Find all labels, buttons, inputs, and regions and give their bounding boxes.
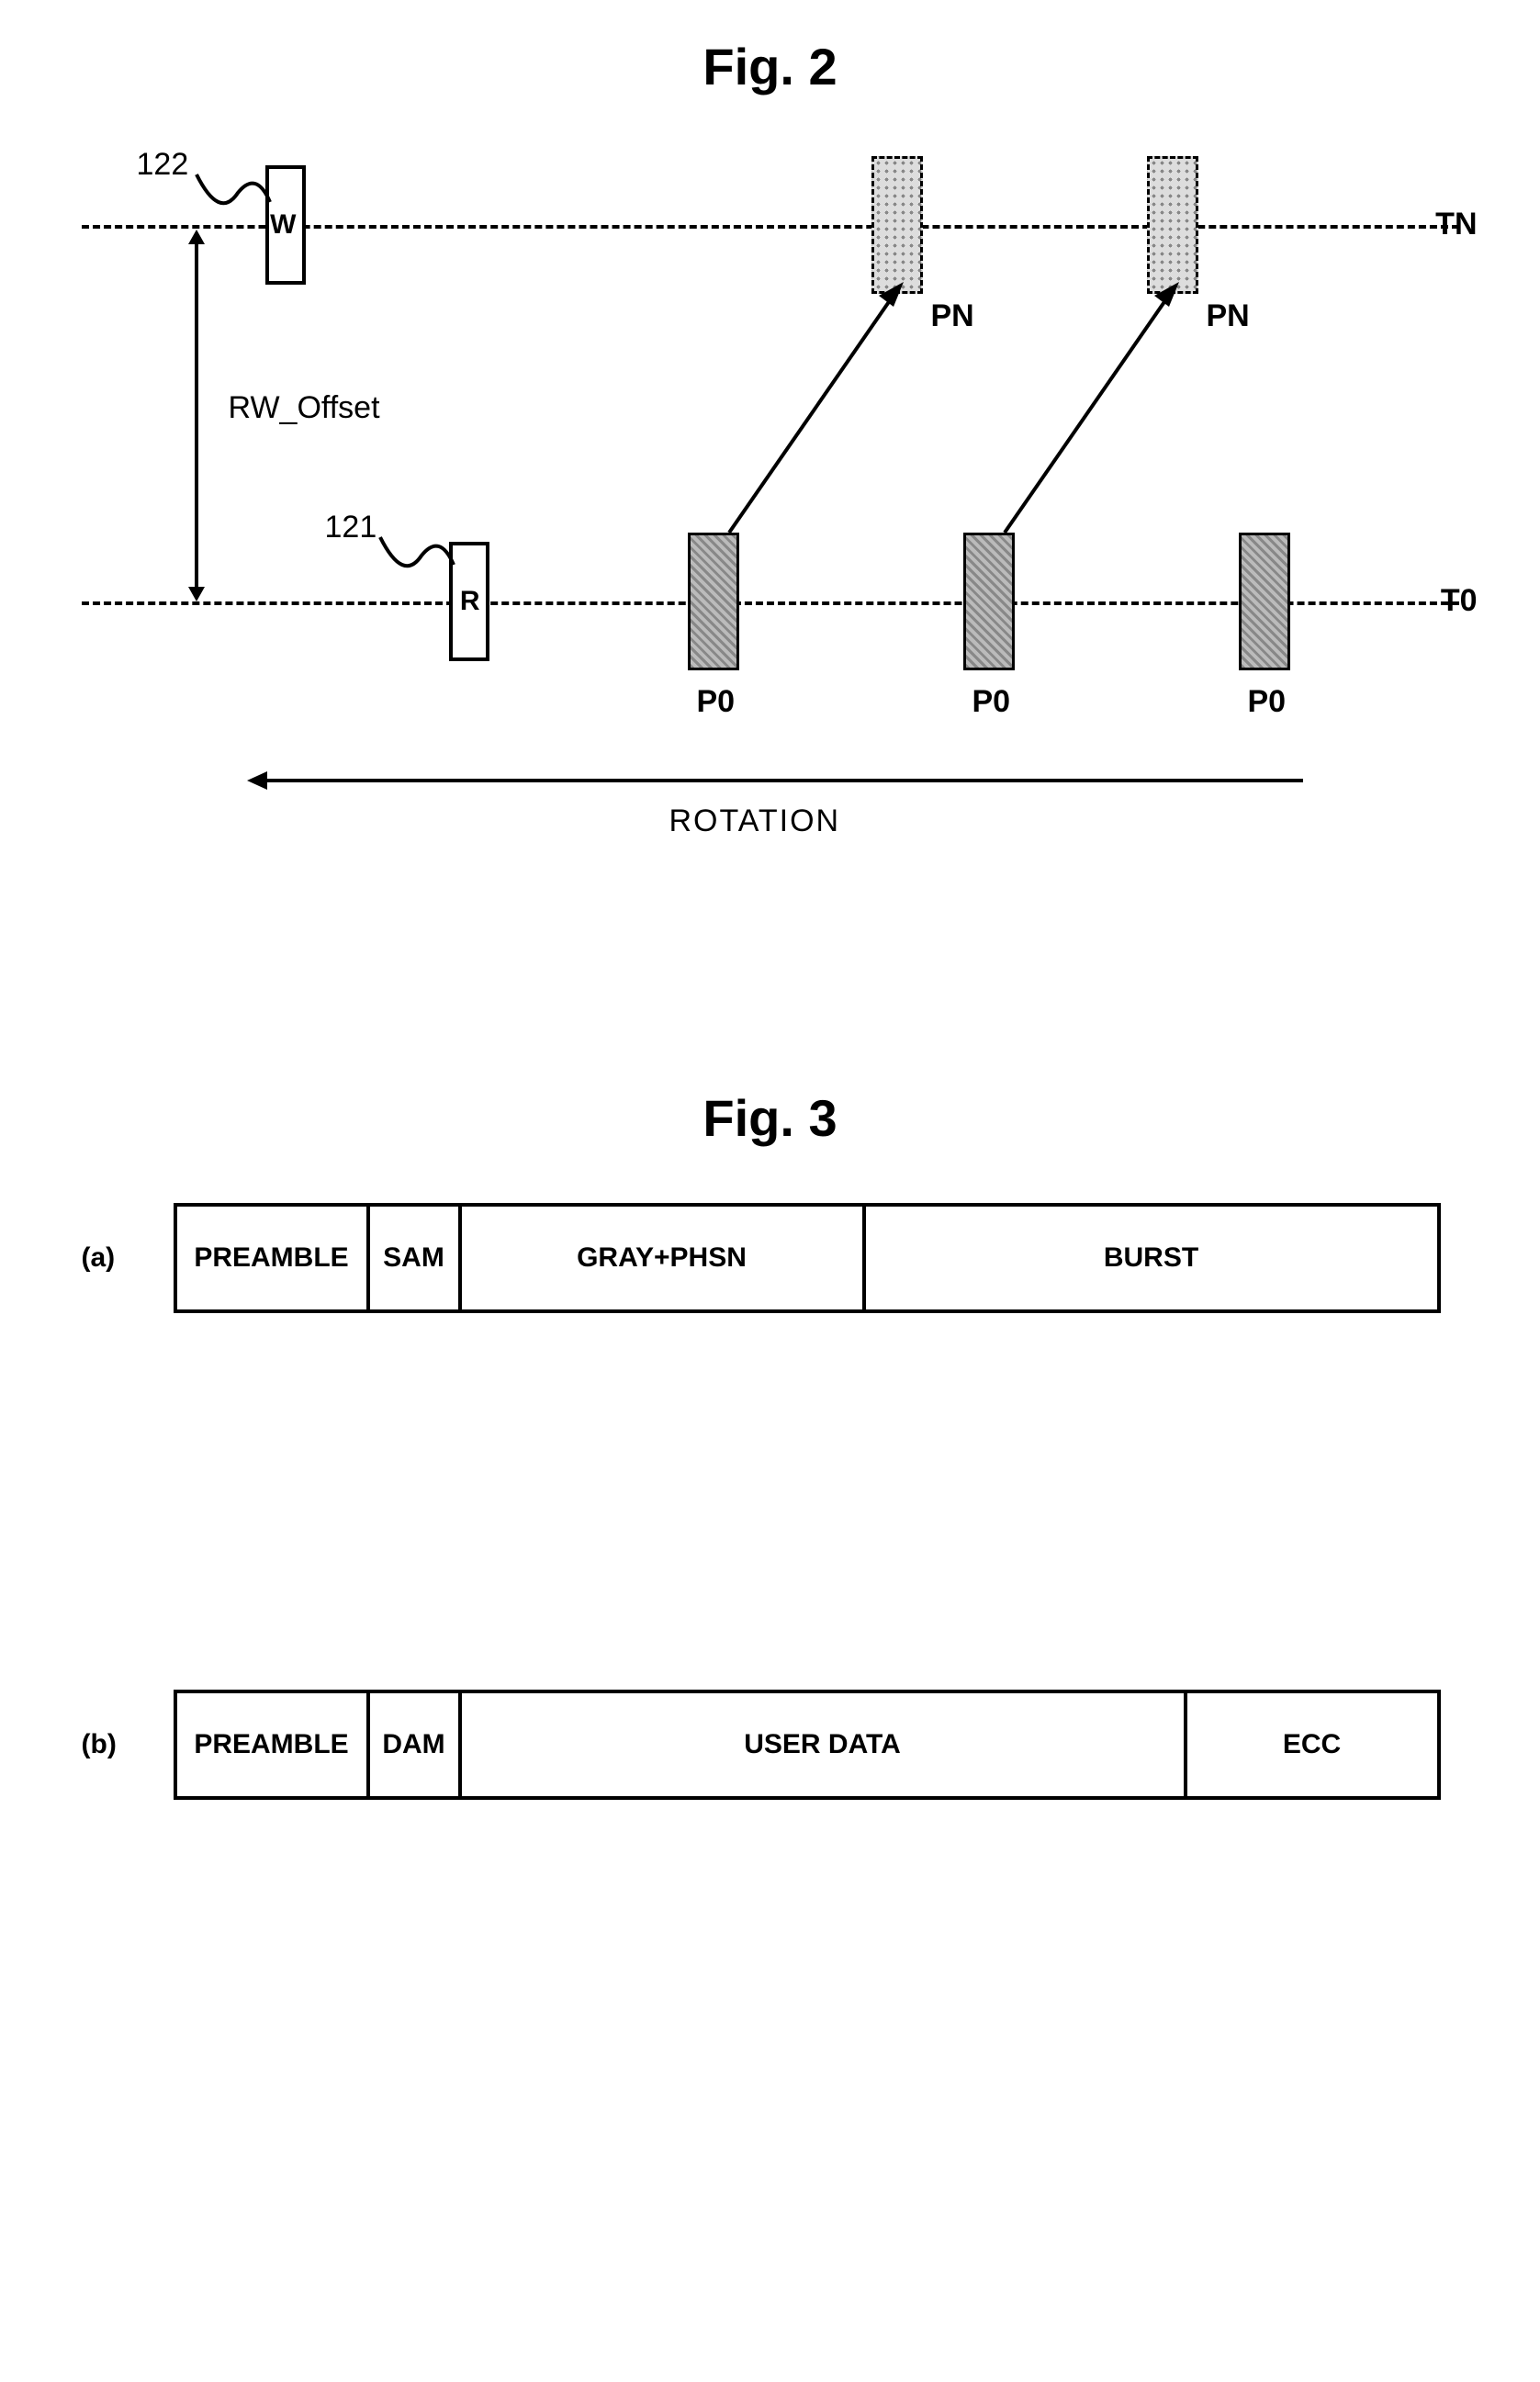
- p0-box-3: [1239, 533, 1290, 670]
- ref-num-121: 121: [325, 510, 377, 545]
- cell-b-preamble: PREAMBLE: [174, 1690, 366, 1800]
- row-a-label: (a): [82, 1242, 174, 1274]
- page: Fig. 2 TN T0 W 122 R 121 R: [37, 37, 1503, 1800]
- ref-num-122: 122: [137, 147, 189, 183]
- fig3-diagram: (a) PREAMBLE SAM GRAY+PHSN BURST (b) PRE…: [82, 1203, 1459, 1800]
- ref-curve-122: [192, 170, 275, 225]
- p0-label-3: P0: [1248, 684, 1287, 720]
- rw-offset-label: RW_Offset: [229, 390, 380, 426]
- p0-label-2: P0: [972, 684, 1011, 720]
- rw-offset-arrow: [183, 230, 210, 601]
- cell-a-preamble: PREAMBLE: [174, 1203, 366, 1313]
- pn-label-upper-1: PN: [931, 298, 974, 334]
- diag-arrow-1: [715, 271, 917, 546]
- fig2-diagram: TN T0 W 122 R 121 RW_Offset PN: [82, 152, 1459, 904]
- fig3-row-b: (b) PREAMBLE DAM USER DATA ECC: [82, 1690, 1459, 1800]
- p0-box-2: [963, 533, 1015, 670]
- fig3-row-a: (a) PREAMBLE SAM GRAY+PHSN BURST: [82, 1203, 1459, 1313]
- cell-b-dam: DAM: [366, 1690, 458, 1800]
- cell-a-burst: BURST: [862, 1203, 1441, 1313]
- track-label-upper: TN: [1435, 207, 1477, 242]
- row-spacer: [82, 1341, 1459, 1690]
- rotation-label: ROTATION: [669, 803, 841, 839]
- frame-b: PREAMBLE DAM USER DATA ECC: [174, 1690, 1441, 1800]
- row-b-label: (b): [82, 1729, 174, 1760]
- cell-b-ecc: ECC: [1184, 1690, 1441, 1800]
- fig3-title: Fig. 3: [37, 1088, 1503, 1148]
- pn-label-upper-2: PN: [1207, 298, 1250, 334]
- frame-a: PREAMBLE SAM GRAY+PHSN BURST: [174, 1203, 1441, 1313]
- ref-curve-121: [376, 533, 458, 588]
- cell-a-gray: GRAY+PHSN: [458, 1203, 862, 1313]
- track-label-lower: T0: [1441, 583, 1478, 619]
- diag-arrow-2: [991, 271, 1193, 546]
- p0-box-1: [688, 533, 739, 670]
- rotation-arrow: [247, 767, 1303, 794]
- fig2-title: Fig. 2: [37, 37, 1503, 96]
- p0-label-1: P0: [697, 684, 736, 720]
- cell-b-userdata: USER DATA: [458, 1690, 1184, 1800]
- read-head-letter: R: [460, 586, 480, 617]
- cell-a-sam: SAM: [366, 1203, 458, 1313]
